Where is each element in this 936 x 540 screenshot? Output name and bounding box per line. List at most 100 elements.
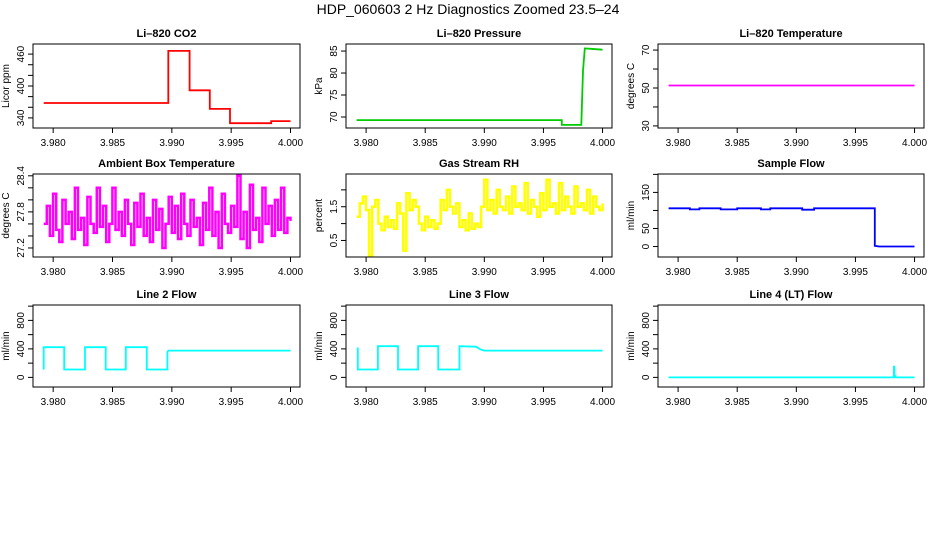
x-tick-label: 3.990	[159, 267, 184, 278]
y-tick-label: 400	[16, 77, 27, 94]
y-tick-label: 75	[329, 89, 340, 101]
panel-7: Line 3 Flow ml/min 3.980 3.985 3.990 3.995 4.0…	[314, 289, 615, 408]
y-tick-label: 400	[329, 340, 340, 357]
y-tick-label: 70	[329, 111, 340, 123]
x-tick-label: 4.000	[590, 397, 615, 408]
data-series-line	[356, 345, 603, 371]
x-tick-label: 3.980	[354, 397, 379, 408]
y-axis-label: kPa	[314, 77, 325, 95]
plot-frame	[657, 304, 925, 388]
x-tick-label: 3.985	[413, 267, 438, 278]
panel-2: Li–820 Temperature degrees C 3.980 3.985 3.9…	[626, 28, 927, 149]
y-tick-label: 0	[641, 374, 652, 380]
data-series-line	[668, 365, 915, 379]
panel-8: Line 4 (LT) Flow ml/min 3.980 3.985 3.990 3.9…	[626, 289, 927, 408]
panel-title: Line 2 Flow	[137, 289, 197, 301]
panel-3: Ambient Box Temperature degrees C 3.980 3.9…	[1, 158, 303, 278]
y-tick-label: 80	[329, 67, 340, 79]
y-tick-label: 800	[16, 312, 27, 329]
x-tick-label: 3.995	[843, 397, 868, 408]
x-tick-label: 4.000	[902, 267, 927, 278]
panel-title: Line 4 (LT) Flow	[750, 289, 833, 301]
data-series-line	[43, 50, 291, 125]
plot-frame	[345, 43, 613, 129]
x-tick-label: 4.000	[278, 138, 303, 149]
panel-title: Gas Stream RH	[439, 158, 519, 170]
plot-frame	[345, 173, 613, 258]
y-tick-label: 85	[329, 45, 340, 57]
x-tick-label: 3.995	[531, 267, 556, 278]
y-axis-label: degrees C	[1, 192, 12, 238]
x-tick-label: 3.985	[725, 267, 750, 278]
y-axis-label: percent	[314, 199, 325, 233]
y-axis-label: ml/min	[626, 201, 637, 230]
y-axis-label: ml/min	[314, 331, 325, 360]
x-tick-label: 3.980	[41, 397, 66, 408]
x-tick-label: 3.985	[100, 138, 125, 149]
y-tick-label: 400	[641, 340, 652, 357]
panel-title: Line 3 Flow	[449, 289, 509, 301]
y-tick-label: 0	[16, 374, 27, 380]
x-tick-label: 3.995	[531, 397, 556, 408]
y-tick-label: 50	[641, 222, 652, 234]
panel-title: Ambient Box Temperature	[98, 158, 235, 170]
x-tick-label: 3.985	[100, 267, 125, 278]
x-tick-label: 3.980	[354, 267, 379, 278]
x-tick-label: 3.985	[413, 397, 438, 408]
x-tick-label: 3.980	[354, 138, 379, 149]
y-axis-label: ml/min	[626, 331, 637, 360]
y-tick-label: 27.8	[16, 202, 27, 222]
x-tick-label: 4.000	[902, 397, 927, 408]
x-tick-label: 4.000	[590, 267, 615, 278]
y-tick-label: 28.4	[16, 166, 27, 186]
x-tick-label: 3.990	[159, 138, 184, 149]
x-tick-label: 3.985	[725, 397, 750, 408]
data-series-line	[668, 207, 915, 248]
x-tick-label: 4.000	[590, 138, 615, 149]
y-tick-label: 150	[641, 184, 652, 201]
x-tick-label: 3.990	[784, 267, 809, 278]
y-tick-label: 1.5	[329, 199, 340, 213]
x-tick-label: 3.995	[219, 138, 244, 149]
panel-title: Li–820 Temperature	[739, 28, 842, 40]
x-tick-label: 3.990	[784, 397, 809, 408]
y-tick-label: 70	[641, 44, 652, 56]
plot-frame	[657, 43, 925, 129]
x-tick-label: 3.995	[843, 138, 868, 149]
plot-frame	[32, 43, 301, 129]
data-series-line	[356, 178, 604, 257]
panel-5: Sample Flow ml/min 3.980 3.985 3.990 3.995 4.0…	[626, 158, 927, 278]
x-tick-label: 3.990	[472, 397, 497, 408]
plot-frame	[32, 173, 301, 258]
y-tick-label: 0	[329, 374, 340, 380]
x-tick-label: 3.980	[666, 138, 691, 149]
x-tick-label: 3.980	[41, 138, 66, 149]
x-tick-label: 3.995	[843, 267, 868, 278]
x-tick-label: 4.000	[278, 397, 303, 408]
panels: Li–820 CO2 Licor ppm 3.980 3.985 3.990 3.995 4…	[1, 28, 927, 408]
panel-1: Li–820 Pressure kPa 3.980 3.985 3.990 3.995 4.…	[314, 28, 615, 149]
y-tick-label: 0	[641, 243, 652, 249]
x-tick-label: 3.985	[413, 138, 438, 149]
y-tick-label: 800	[329, 312, 340, 329]
x-tick-label: 3.980	[41, 267, 66, 278]
x-tick-label: 3.990	[472, 138, 497, 149]
plot-frame	[345, 304, 613, 388]
panel-title: Sample Flow	[757, 158, 825, 170]
y-tick-label: 340	[16, 109, 27, 126]
y-axis-label: ml/min	[1, 331, 12, 360]
panel-6: Line 2 Flow ml/min 3.980 3.985 3.990 3.995 4.0…	[1, 289, 303, 408]
y-tick-label: 460	[16, 45, 27, 62]
y-tick-label: 400	[16, 340, 27, 357]
x-tick-label: 3.985	[725, 138, 750, 149]
x-tick-label: 3.990	[159, 397, 184, 408]
x-tick-label: 3.995	[531, 138, 556, 149]
x-tick-label: 3.990	[784, 138, 809, 149]
y-tick-label: 30	[641, 120, 652, 132]
data-series-line	[356, 47, 603, 126]
panel-title: Li–820 Pressure	[437, 28, 521, 40]
x-tick-label: 3.995	[219, 267, 244, 278]
x-tick-label: 3.995	[219, 397, 244, 408]
x-tick-label: 4.000	[278, 267, 303, 278]
